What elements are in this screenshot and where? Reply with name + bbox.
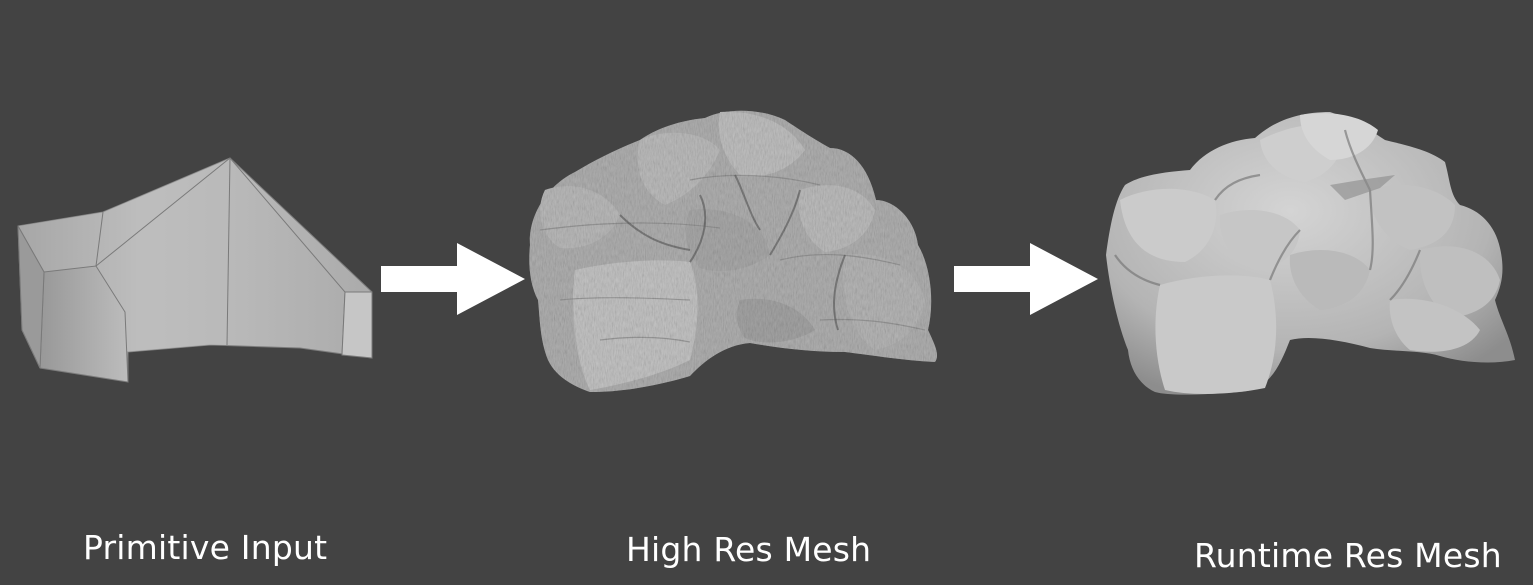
primitive-mesh-icon <box>17 157 373 383</box>
high-res-rock-icon <box>529 110 938 392</box>
runtime-rock-icon <box>1106 112 1515 395</box>
stage-label-runtime-res-mesh: Runtime Res Mesh <box>1194 536 1502 575</box>
stage-label-primitive-input: Primitive Input <box>83 528 328 567</box>
arrow-right-icon <box>381 243 525 315</box>
arrow-right-icon <box>954 243 1098 315</box>
stage-label-high-res-mesh: High Res Mesh <box>626 530 872 569</box>
